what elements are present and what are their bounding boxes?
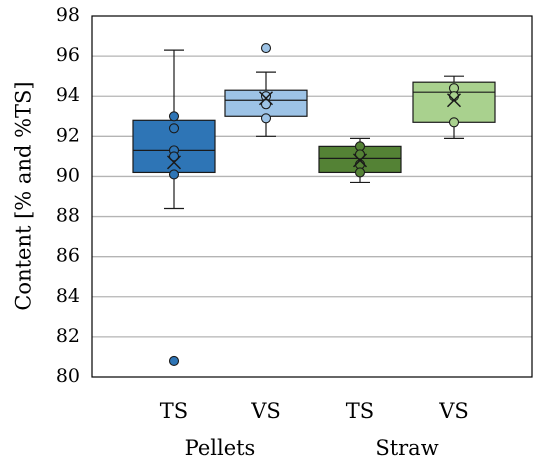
y-tick-label: 90 xyxy=(56,164,80,186)
y-tick-label: 94 xyxy=(56,84,80,106)
x-category-label: VS xyxy=(438,399,469,423)
mean-marker-stroke xyxy=(166,155,182,170)
data-point xyxy=(168,111,180,122)
data-point xyxy=(168,123,180,134)
mean-marker xyxy=(352,153,368,168)
data-point xyxy=(168,151,180,162)
box-series xyxy=(132,43,496,367)
y-tick-label: 80 xyxy=(56,365,80,387)
data-point xyxy=(354,167,366,178)
data-point xyxy=(354,149,366,160)
x-category-label: TS xyxy=(160,399,188,423)
box-pellets-vs xyxy=(224,43,308,137)
data-point xyxy=(260,113,272,124)
x-category-label: TS xyxy=(346,399,374,423)
mean-marker-stroke xyxy=(446,93,462,108)
box-straw-ts xyxy=(318,137,402,184)
y-axis-ticks: 80 82 84 86 88 90 92 94 96 98 xyxy=(56,4,80,387)
x-category-label: VS xyxy=(250,399,281,423)
plot-area-frame xyxy=(91,15,533,378)
mean-marker xyxy=(446,93,462,108)
y-tick-label: 98 xyxy=(56,4,80,26)
mean-marker xyxy=(166,155,182,170)
x-group-label: Straw xyxy=(375,436,438,460)
data-point xyxy=(168,169,180,180)
data-point xyxy=(448,117,460,128)
box-straw-vs xyxy=(412,75,496,139)
mean-marker xyxy=(258,91,274,106)
y-tick-label: 84 xyxy=(56,285,80,307)
outlier-point xyxy=(168,355,180,367)
box-pellets-ts xyxy=(132,49,216,367)
outlier-point xyxy=(260,43,272,54)
mean-marker-stroke xyxy=(352,153,368,168)
y-tick-label: 96 xyxy=(56,44,80,66)
y-tick-label: 86 xyxy=(56,245,80,267)
y-tick-label: 88 xyxy=(56,205,80,227)
x-group-label: Pellets xyxy=(185,436,256,460)
mean-marker-stroke xyxy=(258,91,274,106)
data-point xyxy=(260,99,272,110)
y-tick-label: 92 xyxy=(56,124,80,146)
y-axis-title: Content [% and %TS] xyxy=(12,81,36,310)
y-tick-label: 82 xyxy=(56,325,80,347)
